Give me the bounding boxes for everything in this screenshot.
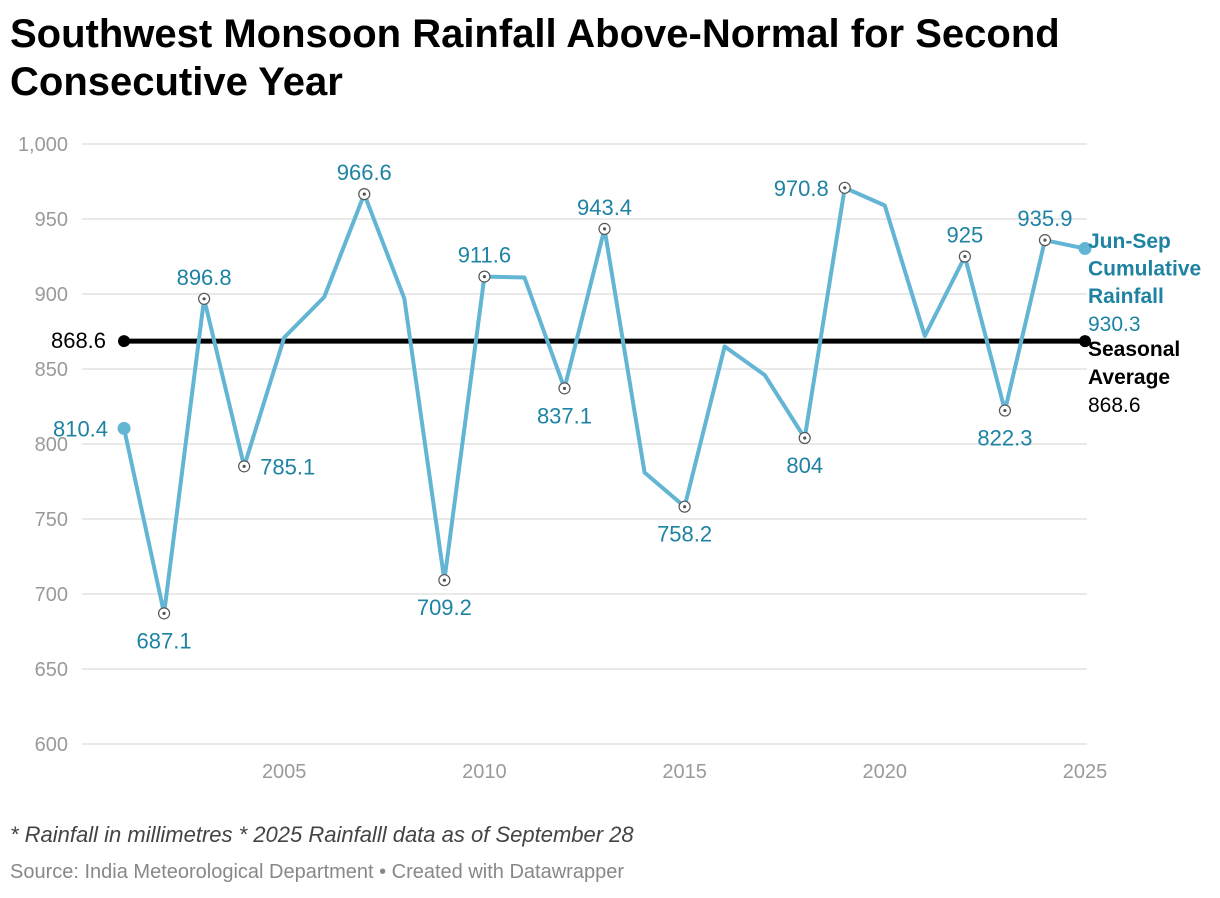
data-label: 785.1 bbox=[260, 454, 315, 479]
data-point-center bbox=[1043, 238, 1047, 242]
data-point-center bbox=[682, 505, 687, 509]
data-point-center bbox=[562, 386, 567, 390]
y-tick-label: 800 bbox=[35, 434, 68, 456]
data-label: 758.2 bbox=[657, 522, 712, 547]
data-label: 911.6 bbox=[458, 243, 511, 268]
series-end-value: 930.3 bbox=[1088, 313, 1141, 336]
y-tick-label: 600 bbox=[35, 734, 68, 756]
source-credit: Source: India Meteorological Department … bbox=[10, 861, 624, 883]
data-label: 709.2 bbox=[417, 595, 472, 620]
x-tick-label: 2010 bbox=[462, 761, 507, 783]
y-tick-label: 900 bbox=[35, 284, 68, 306]
data-label: 896.8 bbox=[177, 265, 232, 290]
average-end-value: 868.6 bbox=[1088, 394, 1141, 417]
series-name-label: Jun-Sep Cumulative Rainfall bbox=[1088, 230, 1201, 308]
average-name-word: Average bbox=[1088, 366, 1170, 389]
data-label: 822.3 bbox=[977, 426, 1032, 451]
data-label: 966.6 bbox=[337, 160, 392, 185]
series-name-word: Jun-Sep bbox=[1088, 230, 1171, 253]
data-point-center bbox=[442, 578, 446, 582]
data-label: 804 bbox=[786, 453, 823, 478]
data-point-center bbox=[202, 297, 206, 301]
data-point bbox=[117, 421, 131, 435]
data-point-center bbox=[482, 275, 487, 279]
y-tick-label: 650 bbox=[35, 659, 68, 681]
y-tick-label: 1,000 bbox=[18, 134, 68, 156]
data-label: 935.9 bbox=[1017, 206, 1072, 231]
x-tick-label: 2005 bbox=[262, 761, 307, 783]
y-tick-label: 950 bbox=[35, 209, 68, 231]
y-tick-label: 750 bbox=[35, 509, 68, 531]
series-name-word: Cumulative bbox=[1088, 258, 1201, 281]
rainfall-series-line bbox=[122, 185, 1087, 616]
data-label: 837.1 bbox=[537, 403, 592, 428]
y-tick-label: 700 bbox=[35, 584, 68, 606]
data-label: 810.4 bbox=[53, 416, 108, 441]
average-start-point bbox=[118, 335, 131, 348]
y-axis-tick-labels: 600 650 700 750 800 850 900 950 1,000 bbox=[18, 134, 68, 756]
data-labels: 868.6 810.4 687.1 896.8 785.1 966.6 709.2 911.6… bbox=[51, 160, 1073, 653]
rainfall-end-point bbox=[1078, 242, 1092, 256]
x-axis-tick-labels: 2005 2010 2015 2020 2025 bbox=[262, 761, 1107, 783]
data-point-center bbox=[843, 186, 847, 190]
footnote: * Rainfall in millimetres * 2025 Rainfal… bbox=[10, 822, 634, 847]
data-label: 970.8 bbox=[774, 176, 829, 201]
average-start-label: 868.6 bbox=[51, 328, 106, 353]
gridlines bbox=[82, 143, 1087, 745]
data-point-center bbox=[602, 227, 607, 231]
y-tick-label: 850 bbox=[35, 359, 68, 381]
x-tick-label: 2015 bbox=[662, 761, 707, 783]
data-point-center bbox=[803, 436, 807, 440]
data-point-center bbox=[242, 464, 246, 468]
data-point-center bbox=[362, 192, 366, 196]
series-layer bbox=[117, 181, 1092, 620]
average-name-word: Seasonal bbox=[1088, 338, 1180, 361]
average-name-label: Seasonal Average bbox=[1088, 338, 1180, 389]
x-tick-label: 2025 bbox=[1063, 761, 1108, 783]
average-end-point bbox=[1078, 335, 1091, 348]
data-label: 925 bbox=[947, 223, 984, 248]
data-label: 687.1 bbox=[137, 628, 192, 653]
data-point-center bbox=[1003, 408, 1007, 413]
x-tick-label: 2020 bbox=[863, 761, 908, 783]
series-name-word: Rainfall bbox=[1088, 285, 1164, 308]
data-point-center bbox=[162, 611, 166, 615]
data-point-center bbox=[963, 254, 967, 259]
data-label: 943.4 bbox=[577, 195, 632, 220]
chart-title: Southwest Monsoon Rainfall Above-Normal … bbox=[10, 12, 1060, 104]
